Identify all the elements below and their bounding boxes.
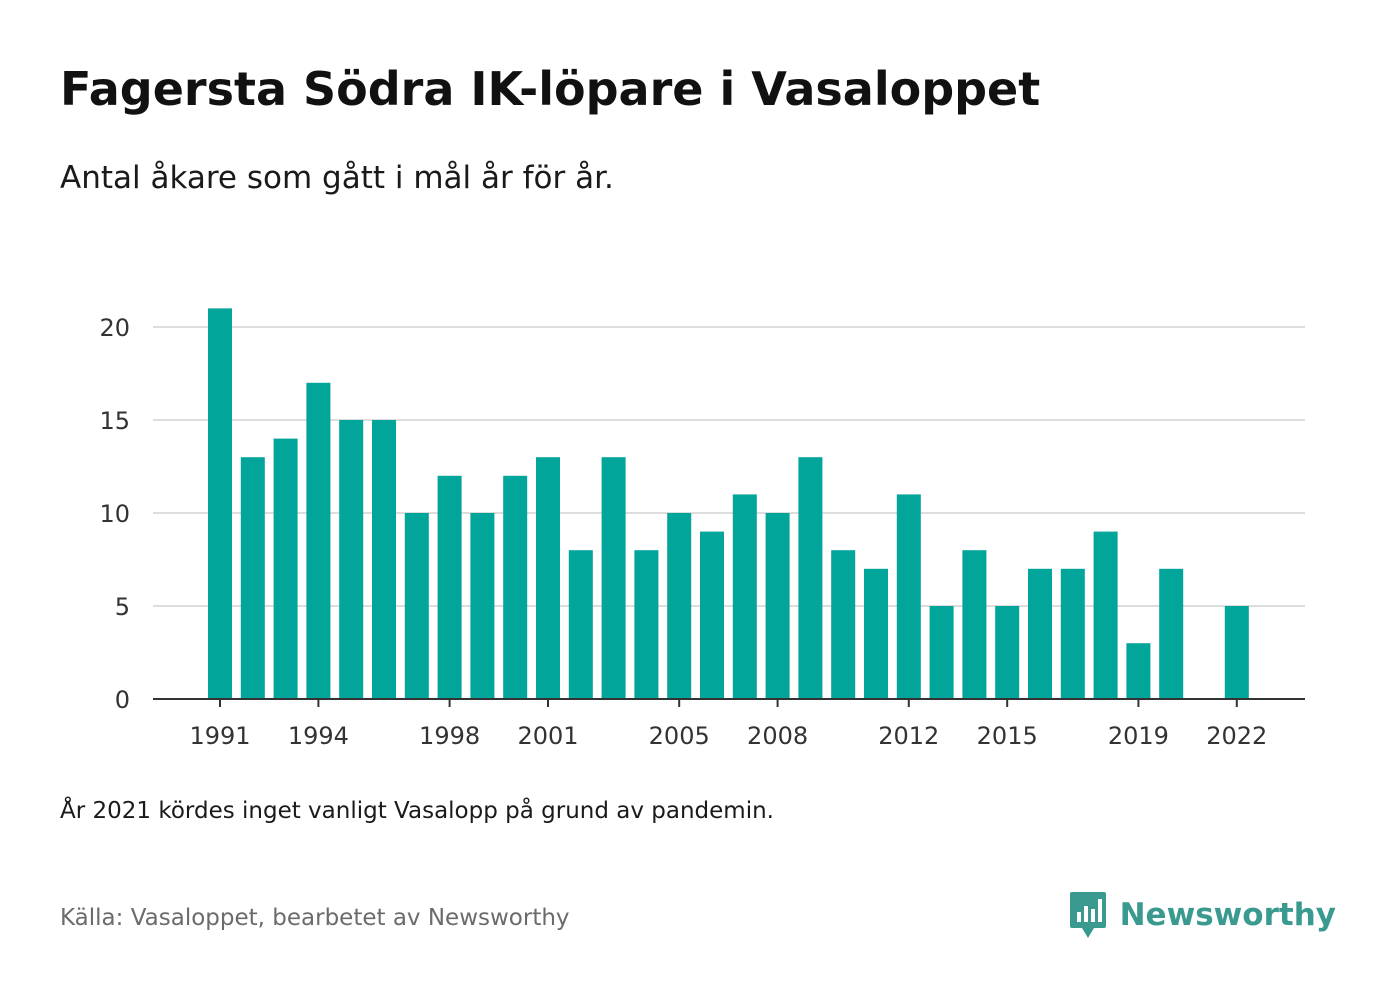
brand-name: Newsworthy: [1119, 897, 1336, 933]
bar-2011: [864, 568, 888, 699]
x-tick-label: 2001: [517, 722, 578, 750]
bar-2019: [1126, 643, 1151, 699]
bar-2001: [536, 457, 560, 699]
source-text: Källa: Vasaloppet, bearbetet av Newswort…: [60, 905, 570, 931]
chart-title: Fagersta Södra IK-löpare i Vasaloppet: [60, 62, 1041, 116]
x-tick-label: 2005: [649, 722, 710, 750]
x-tick-label: 2012: [878, 722, 939, 750]
bars: [208, 308, 1249, 699]
bar-2000: [503, 475, 528, 699]
x-tick-label: 1998: [419, 722, 480, 750]
bar-2020: [1159, 568, 1184, 699]
bar-1994: [306, 382, 331, 699]
bar-2017: [1060, 568, 1085, 699]
bar-2018: [1093, 531, 1118, 699]
bar-2005: [667, 513, 692, 699]
y-axis-ticks: 0 5 10 15 20: [99, 314, 130, 714]
y-tick-label: 10: [99, 500, 130, 528]
bar-2013: [929, 606, 954, 699]
bar-1998: [437, 475, 462, 699]
bar-2004: [634, 550, 659, 699]
bar-2006: [700, 531, 724, 699]
bar-2002: [568, 550, 593, 699]
x-axis-ticks: 1991 1994 1998 2001 2005 2008 2012 2015 2019 2022: [189, 699, 1267, 750]
x-tick-label: 1994: [288, 722, 349, 750]
chart-subtitle: Antal åkare som gått i mål år för år.: [60, 160, 614, 196]
bar-1991: [208, 308, 232, 699]
y-tick-label: 20: [99, 314, 130, 342]
bar-1993: [273, 438, 298, 699]
x-tick-label: 2015: [977, 722, 1038, 750]
bar-2003: [601, 457, 626, 699]
bar-2022: [1224, 606, 1249, 699]
bar-1999: [470, 513, 495, 699]
bar-1997: [404, 513, 429, 699]
bar-1995: [339, 420, 364, 699]
bar-2010: [831, 550, 856, 699]
y-tick-label: 0: [115, 686, 130, 714]
bar-2015: [995, 606, 1020, 699]
x-tick-label: 2019: [1108, 722, 1169, 750]
x-tick-label: 2008: [747, 722, 808, 750]
newsworthy-logo-icon: [1069, 892, 1106, 938]
bar-1992: [240, 457, 265, 699]
bar-2009: [798, 457, 823, 699]
x-tick-label: 2022: [1206, 722, 1267, 750]
y-tick-label: 15: [99, 407, 130, 435]
brand-logo: Newsworthy: [1068, 890, 1336, 940]
bar-1996: [372, 420, 396, 699]
footnote: År 2021 kördes inget vanligt Vasalopp på…: [60, 798, 774, 824]
bar-2014: [962, 550, 987, 699]
x-tick-label: 1991: [189, 722, 250, 750]
bar-2016: [1028, 568, 1052, 699]
bar-2012: [896, 494, 921, 699]
bar-2008: [765, 513, 790, 699]
bar-2007: [732, 494, 757, 699]
y-tick-label: 5: [115, 593, 130, 621]
